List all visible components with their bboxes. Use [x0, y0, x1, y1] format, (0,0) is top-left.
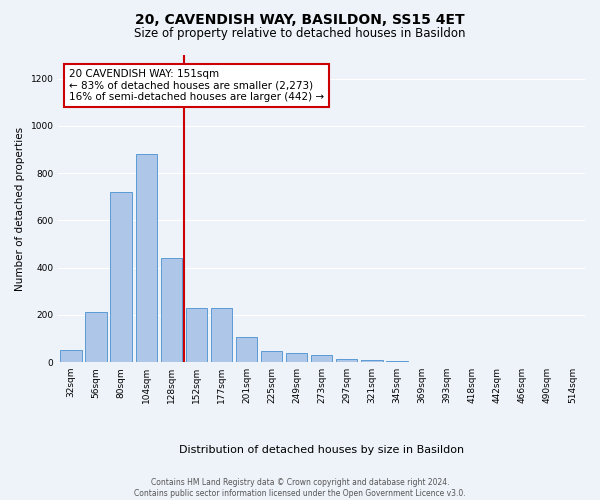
- Bar: [161, 258, 182, 362]
- Y-axis label: Number of detached properties: Number of detached properties: [15, 126, 25, 290]
- Bar: [261, 352, 282, 362]
- Bar: [60, 350, 82, 362]
- Bar: [211, 308, 232, 362]
- Text: 20 CAVENDISH WAY: 151sqm
← 83% of detached houses are smaller (2,273)
16% of sem: 20 CAVENDISH WAY: 151sqm ← 83% of detach…: [69, 69, 324, 102]
- Text: Size of property relative to detached houses in Basildon: Size of property relative to detached ho…: [134, 28, 466, 40]
- Bar: [336, 358, 358, 362]
- Bar: [236, 338, 257, 362]
- Text: Contains HM Land Registry data © Crown copyright and database right 2024.
Contai: Contains HM Land Registry data © Crown c…: [134, 478, 466, 498]
- Bar: [85, 312, 107, 362]
- Bar: [361, 360, 383, 362]
- X-axis label: Distribution of detached houses by size in Basildon: Distribution of detached houses by size …: [179, 445, 464, 455]
- Bar: [185, 308, 207, 362]
- Bar: [286, 352, 307, 362]
- Bar: [311, 355, 332, 362]
- Text: 20, CAVENDISH WAY, BASILDON, SS15 4ET: 20, CAVENDISH WAY, BASILDON, SS15 4ET: [135, 12, 465, 26]
- Bar: [110, 192, 132, 362]
- Bar: [136, 154, 157, 362]
